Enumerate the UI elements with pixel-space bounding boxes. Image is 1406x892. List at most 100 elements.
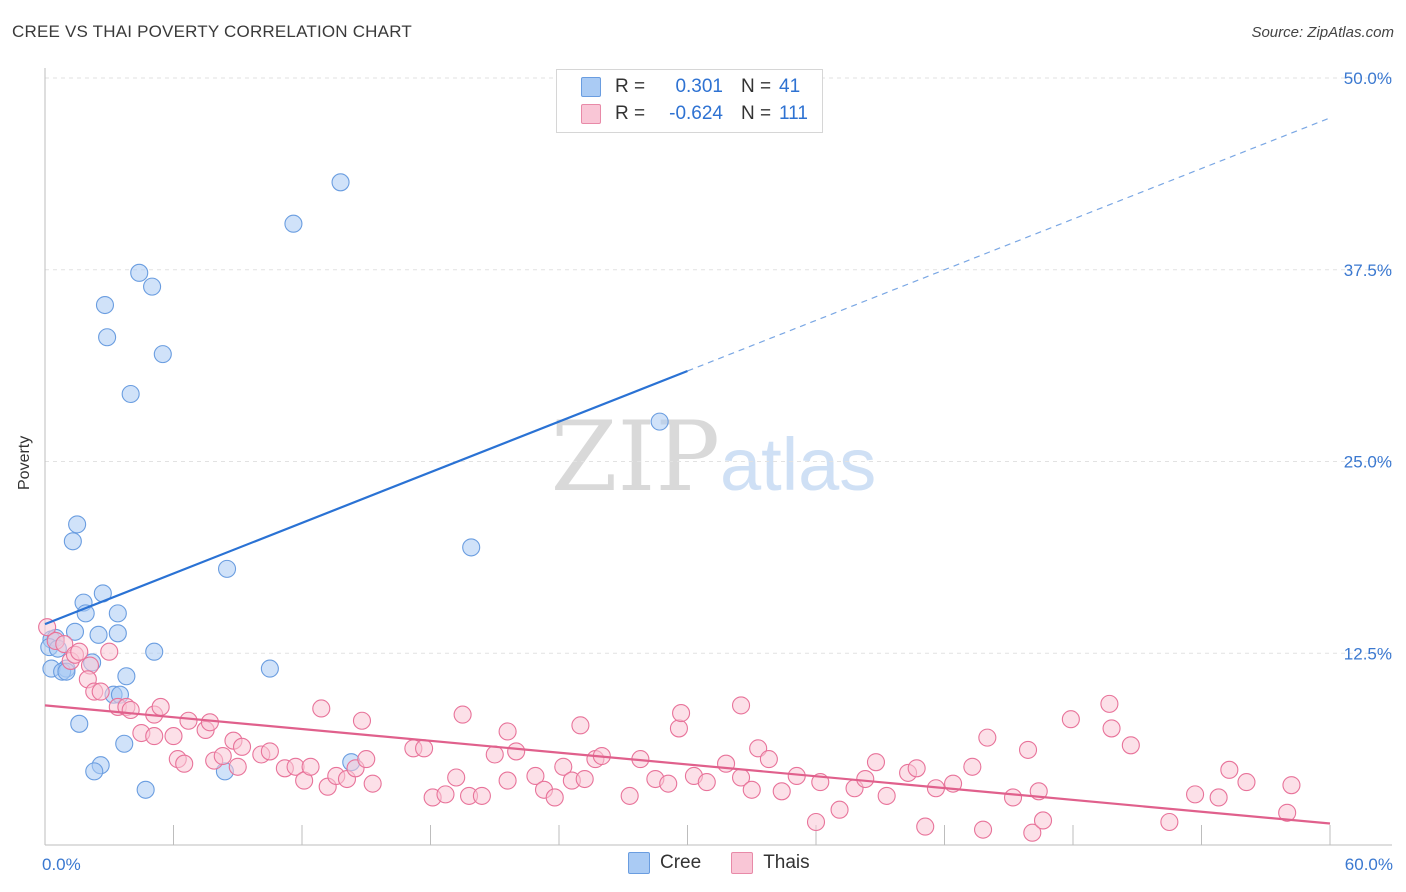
- thais-point: [415, 739, 434, 758]
- cree-point: [462, 538, 481, 557]
- legend-row-thais: R = -0.624 N = 111: [581, 102, 808, 126]
- thais-point: [1237, 773, 1256, 792]
- legend-label-thais: Thais: [763, 852, 810, 873]
- thais-point: [856, 769, 875, 789]
- thais-point: [1023, 823, 1042, 842]
- series-legend: Cree Thais: [628, 852, 840, 874]
- thais-point: [100, 642, 119, 661]
- thais-point: [545, 788, 564, 807]
- thais-point: [447, 768, 466, 787]
- thais-point: [877, 786, 896, 805]
- cree-point: [153, 345, 172, 364]
- cree-point: [89, 625, 108, 644]
- y-tick-label: 37.5%: [1344, 261, 1392, 280]
- thais-point: [485, 745, 504, 764]
- thais-point: [973, 820, 993, 839]
- thais-point: [1102, 719, 1121, 738]
- legend-item-cree[interactable]: Cree: [628, 852, 701, 874]
- thais-point: [978, 728, 997, 747]
- thais-trendline: [44, 704, 1331, 825]
- thais-point: [866, 753, 886, 772]
- x-tick-label: 0.0%: [42, 855, 81, 874]
- thais-point: [526, 766, 545, 786]
- thais-point: [697, 773, 716, 792]
- thais-point: [1100, 694, 1119, 713]
- cree-point: [331, 173, 350, 192]
- thais-point: [554, 757, 573, 776]
- legend-item-thais[interactable]: Thais: [731, 852, 810, 874]
- legend-n-label: N =: [741, 76, 772, 97]
- legend-r-label: R =: [615, 103, 646, 124]
- x-tick-label: 60.0%: [1345, 855, 1393, 874]
- thais-point: [731, 696, 751, 715]
- thais-point: [575, 769, 594, 789]
- legend-swatch-thais: [731, 852, 754, 874]
- cree-point: [121, 384, 140, 404]
- thais-point: [1061, 710, 1080, 729]
- thais-point: [472, 786, 491, 805]
- source-label: Source: ZipAtlas.com: [1251, 24, 1394, 41]
- cree-point: [98, 328, 117, 347]
- thais-point: [228, 757, 247, 776]
- thais-point: [916, 817, 935, 836]
- cree-point: [217, 559, 237, 578]
- thais-point: [1033, 811, 1053, 830]
- legend-r-value: 0.301: [675, 76, 723, 97]
- y-tick-label: 25.0%: [1344, 453, 1392, 472]
- thais-point: [200, 713, 219, 732]
- cree-point: [63, 532, 82, 551]
- thais-point: [1282, 776, 1301, 795]
- thais-point: [70, 642, 89, 661]
- cree-point: [117, 667, 136, 686]
- cree-point: [85, 762, 104, 781]
- cree-point: [65, 622, 85, 641]
- thais-point: [830, 800, 849, 819]
- thais-point: [1003, 788, 1023, 807]
- thais-point: [179, 711, 198, 730]
- thais-point: [907, 759, 926, 778]
- cree-point: [108, 624, 127, 643]
- thais-point: [213, 746, 232, 766]
- cree-trendline-extension: [687, 117, 1331, 372]
- thais-point: [301, 757, 320, 776]
- cree-point: [115, 734, 134, 753]
- thais-point: [672, 704, 691, 723]
- thais-point: [806, 812, 826, 832]
- cree-point: [145, 642, 164, 661]
- thais-point: [164, 727, 183, 746]
- thais-point: [742, 780, 761, 799]
- thais-point: [571, 716, 590, 735]
- cree-trendline: [44, 369, 688, 626]
- y-tick-label: 50.0%: [1344, 69, 1392, 88]
- thais-point: [749, 739, 768, 758]
- thais-point: [1278, 803, 1297, 822]
- thais-point: [498, 771, 517, 790]
- legend-r-value: -0.624: [669, 103, 723, 124]
- legend-swatch-cree: [628, 852, 650, 874]
- thais-point: [759, 750, 778, 769]
- thais-point: [232, 737, 252, 756]
- legend-n-value: 41: [779, 76, 801, 97]
- legend-n-label: N =: [741, 103, 772, 124]
- stats-legend: R = 0.301 N = 41 R = -0.624 N = 111: [556, 69, 823, 133]
- legend-swatch-thais: [581, 104, 601, 124]
- thais-point: [1186, 785, 1205, 804]
- cree-point: [650, 412, 669, 431]
- thais-point: [1121, 736, 1140, 755]
- legend-r-label: R =: [615, 76, 646, 97]
- thais-point: [498, 722, 517, 741]
- thais-point: [1160, 812, 1179, 832]
- thais-point: [38, 618, 57, 637]
- thais-point: [436, 785, 455, 804]
- cree-point: [143, 277, 162, 296]
- cree-point: [260, 659, 279, 678]
- thais-point: [772, 782, 791, 801]
- thais-point: [352, 711, 372, 730]
- thais-point: [1220, 760, 1239, 779]
- thais-point: [121, 700, 140, 720]
- legend-n-value: 111: [779, 103, 808, 124]
- thais-point: [312, 699, 331, 718]
- cree-point: [95, 295, 115, 315]
- cree-point: [284, 214, 303, 233]
